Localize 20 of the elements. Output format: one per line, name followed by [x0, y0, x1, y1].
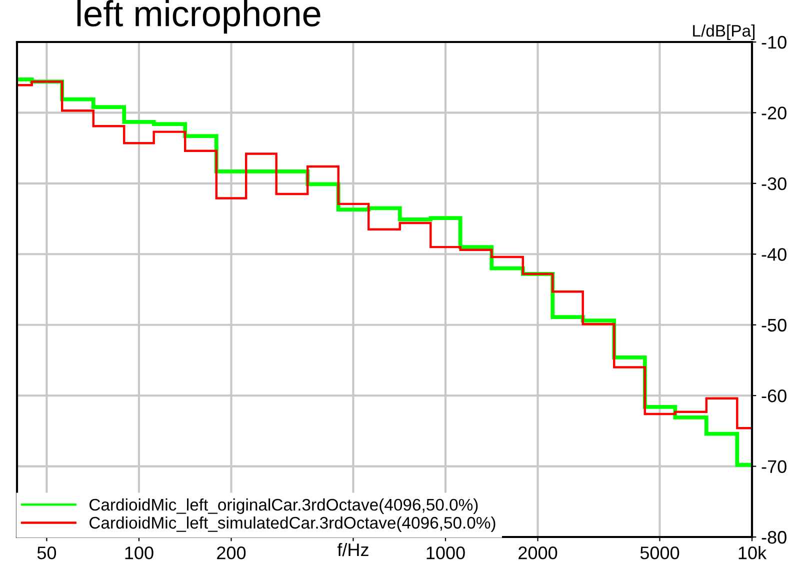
x-tick-label: 5000	[640, 546, 680, 560]
legend-label: CardioidMic_left_originalCar.3rdOctave(4096,50.0%)	[90, 498, 478, 514]
legend-label: CardioidMic_left_simulatedCar.3rdOctave(4096,50.0%)	[90, 516, 496, 532]
y-axis-title: L/dB[Pa]	[693, 24, 754, 40]
chart-title: left microphone	[77, 0, 320, 34]
x-tick-label: 200	[217, 546, 246, 560]
y-tick-label: -20	[762, 106, 786, 120]
y-tick-label: -10	[762, 36, 786, 49]
x-tick-label: 2000	[518, 546, 558, 560]
y-tick-label: -80	[762, 530, 786, 544]
y-tick-label: -70	[762, 460, 786, 474]
y-tick-label: -60	[762, 390, 786, 402]
y-tick-label: -50	[762, 318, 786, 332]
x-tick-label: 100	[125, 546, 154, 560]
x-tick-label: 1000	[426, 546, 465, 560]
x-axis-title: f/Hz	[337, 542, 368, 556]
y-tick-label: -40	[762, 248, 786, 261]
y-tick-label: -30	[762, 177, 786, 190]
x-tick-label: 50	[37, 546, 56, 560]
x-tick-label: 10k	[738, 546, 767, 560]
